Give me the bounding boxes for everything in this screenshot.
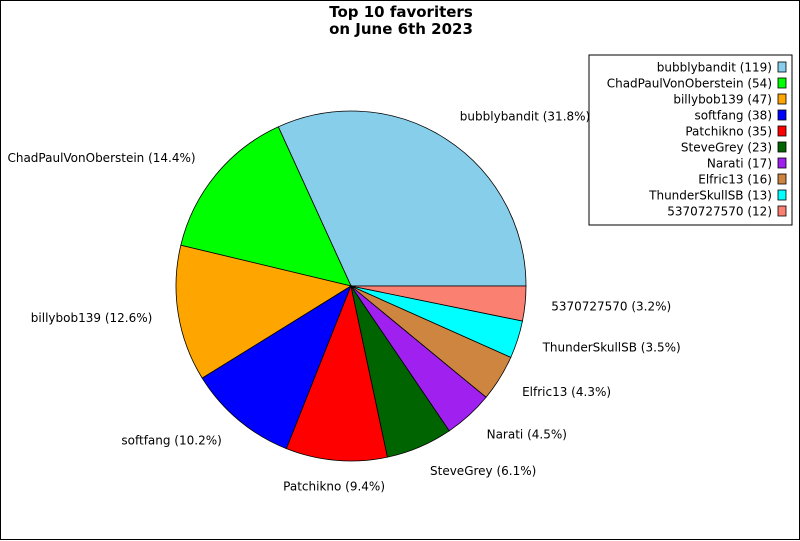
legend-swatch-bubblybandit xyxy=(777,61,787,73)
slice-labels: bubblybandit (31.8%) ChadPaulVonOberstein… xyxy=(7,110,680,494)
slice-label-thunderskullsb: ThunderSkullSB (3.5%) xyxy=(542,341,681,355)
legend-swatch-5370727570 xyxy=(777,205,787,217)
slice-label-softfang: softfang (10.2%) xyxy=(121,433,221,447)
pie-slice-chadpaulvonoberstein xyxy=(180,126,352,287)
legend-label-chadpaulvonoberstein: ChadPaulVonOberstein (54) xyxy=(607,77,772,91)
legend: bubblybandit (119) ChadPaulVonOberstein (… xyxy=(588,54,793,226)
legend-label-softfang: softfang (38) xyxy=(694,109,772,123)
legend-label-patchikno: Patchikno (35) xyxy=(685,125,772,139)
slice-label-elfric13: Elfric13 (4.3%) xyxy=(522,385,611,399)
slice-label-5370727570: 5370727570 (3.2%) xyxy=(551,299,671,313)
slice-label-chadpaulvonoberstein: ChadPaulVonOberstein (14.4%) xyxy=(7,151,195,165)
slice-label-bubblybandit: bubblybandit (31.8%) xyxy=(460,110,590,124)
chart-title-line-2: on June 6th 2023 xyxy=(329,20,473,38)
legend-swatch-chadpaulvonoberstein xyxy=(777,77,787,89)
chart-title: Top 10 favoriters on June 6th 2023 xyxy=(1,4,800,38)
slice-label-narati: Narati (4.5%) xyxy=(487,428,567,442)
legend-label-billybob139: billybob139 (47) xyxy=(673,93,772,107)
legend-swatch-softfang xyxy=(777,109,787,121)
slice-label-patchikno: Patchikno (9.4%) xyxy=(283,480,385,494)
pie-slice-patchikno xyxy=(285,284,388,462)
legend-label-bubblybandit: bubblybandit (119) xyxy=(657,61,772,75)
legend-swatch-elfric13 xyxy=(777,173,787,185)
legend-label-narati: Narati (17) xyxy=(707,157,772,171)
legend-label-stevegrey: SteveGrey (23) xyxy=(681,141,772,155)
pie-slice-5370727570 xyxy=(350,285,527,322)
legend-swatch-narati xyxy=(777,157,787,169)
slice-label-billybob139: billybob139 (12.6%) xyxy=(31,311,153,325)
pie-slice-softfang xyxy=(201,285,352,450)
slice-label-stevegrey: SteveGrey (6.1%) xyxy=(430,464,536,478)
legend-label-thunderskullsb: ThunderSkullSB (13) xyxy=(648,189,772,203)
legend-swatch-billybob139 xyxy=(777,93,787,105)
legend-box xyxy=(588,54,793,226)
pie-slices xyxy=(175,110,527,462)
legend-label-5370727570: 5370727570 (12) xyxy=(667,205,772,219)
legend-swatch-thunderskullsb xyxy=(777,189,787,201)
legend-swatch-patchikno xyxy=(777,125,787,137)
legend-label-elfric13: Elfric13 (16) xyxy=(698,173,772,187)
pie-slice-bubblybandit xyxy=(277,110,527,287)
chart-title-line-1: Top 10 favoriters xyxy=(329,3,473,21)
pie-slice-billybob139 xyxy=(175,244,353,379)
legend-swatch-stevegrey xyxy=(777,141,787,153)
